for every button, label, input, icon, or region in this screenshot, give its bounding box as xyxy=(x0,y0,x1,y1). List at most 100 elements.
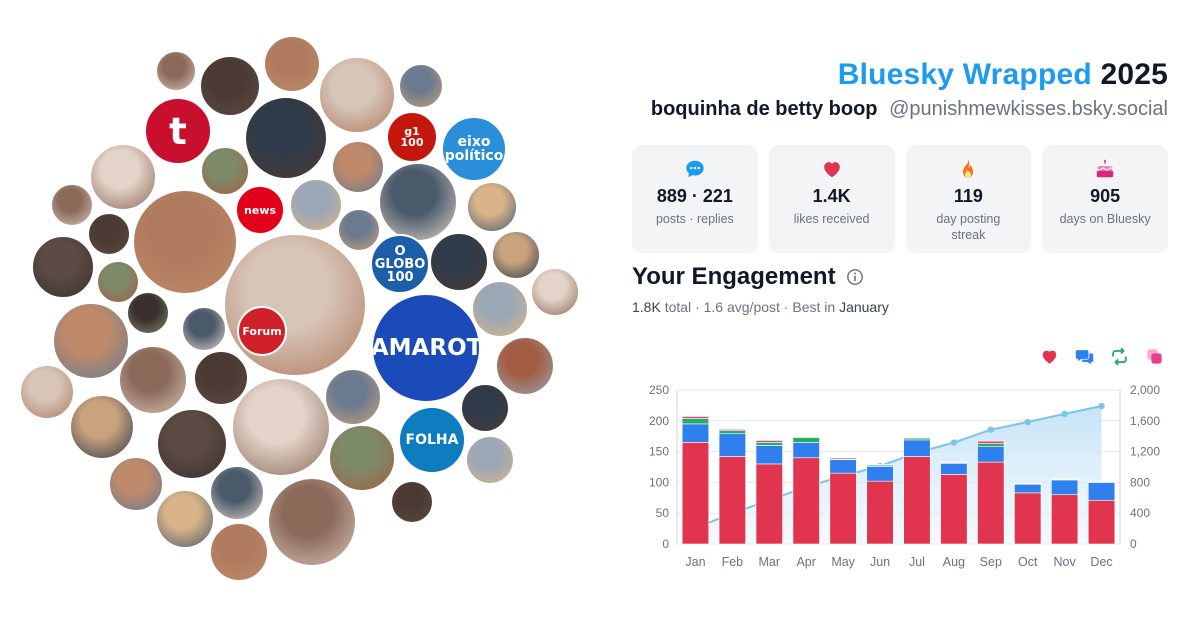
avatar[interactable] xyxy=(465,435,515,485)
bar-reposts xyxy=(681,418,710,425)
repost-icon[interactable] xyxy=(1110,347,1129,366)
avatar[interactable] xyxy=(460,383,510,433)
avatar[interactable] xyxy=(491,230,541,280)
stat-label: posts · replies xyxy=(655,212,734,226)
brand-avatar[interactable]: O GLOBO 100 xyxy=(370,234,430,294)
avatar[interactable] xyxy=(108,456,164,512)
avatar[interactable] xyxy=(398,63,444,109)
avatar[interactable] xyxy=(231,377,331,477)
bar-quotes xyxy=(940,461,968,463)
avatar-collage: t g1 100 eixo político news O GLOBO 100 Forum… xyxy=(19,35,580,582)
avatar-label: O GLOBO 100 xyxy=(374,243,426,285)
stat-value: 1.4K xyxy=(812,186,851,206)
y-tick-label-right: 800 xyxy=(1130,475,1150,489)
bar-likes xyxy=(866,480,894,545)
cumulative-point xyxy=(1061,410,1068,418)
x-tick-label: Mar xyxy=(759,555,781,569)
avatar[interactable] xyxy=(324,368,382,426)
avatar[interactable] xyxy=(96,260,140,304)
stat-card-days: 905 days on Bluesky xyxy=(1042,145,1168,253)
brand-avatar[interactable]: news xyxy=(235,185,285,235)
bar-replies xyxy=(681,423,710,443)
bar-likes xyxy=(940,474,968,545)
avatar[interactable] xyxy=(155,50,197,92)
avatar[interactable] xyxy=(193,350,249,406)
stat-value: 889 · 221 xyxy=(656,186,733,206)
engagement-summary: 1.8K total · 1.6 avg/post · Best in Janu… xyxy=(632,299,889,315)
avatar[interactable] xyxy=(337,208,381,252)
y-tick-label-left: 50 xyxy=(656,506,670,520)
avatar[interactable] xyxy=(471,280,529,338)
avatar[interactable] xyxy=(69,394,135,460)
bar-replies xyxy=(718,433,746,457)
x-tick-label: Feb xyxy=(722,555,744,569)
avatar[interactable] xyxy=(50,183,94,227)
cake-icon xyxy=(1096,159,1114,178)
brand-avatar[interactable]: t xyxy=(144,97,212,165)
avatar[interactable] xyxy=(328,424,396,492)
avatar[interactable] xyxy=(331,140,385,194)
avatar[interactable] xyxy=(318,56,396,134)
bar-quotes xyxy=(1051,478,1079,480)
avatar[interactable] xyxy=(223,233,367,377)
bar-reposts xyxy=(755,442,783,446)
avatar[interactable] xyxy=(530,267,580,317)
bar-replies xyxy=(940,463,968,475)
avatar[interactable] xyxy=(263,35,321,93)
avatar[interactable] xyxy=(89,143,157,211)
avatar[interactable] xyxy=(52,302,130,380)
bar-replies xyxy=(792,442,820,459)
bar-likes xyxy=(718,456,746,545)
brand-avatar[interactable]: g1 100 xyxy=(386,111,438,163)
year-label: 2025 xyxy=(1100,58,1168,91)
user-handle: @punishmewkisses.bsky.social xyxy=(889,98,1168,120)
x-tick-label: Jun xyxy=(870,555,890,569)
brand-avatar[interactable]: eixo político xyxy=(441,116,507,182)
y-tick-label-left: 0 xyxy=(662,537,669,551)
avatar[interactable] xyxy=(118,345,188,415)
bar-replies xyxy=(903,439,931,457)
avatar[interactable] xyxy=(209,465,265,521)
avatar[interactable] xyxy=(244,96,328,180)
bar-replies xyxy=(755,445,783,465)
brand-avatar[interactable]: FOLHA xyxy=(398,406,466,474)
quote-icon[interactable] xyxy=(1145,347,1164,366)
reply-icon[interactable] xyxy=(1075,347,1094,366)
avatar[interactable] xyxy=(31,235,95,299)
avatar[interactable] xyxy=(87,212,131,256)
avatar[interactable] xyxy=(209,522,269,582)
bar-likes xyxy=(829,472,857,545)
info-icon[interactable] xyxy=(846,268,864,286)
avatar[interactable] xyxy=(495,336,555,396)
brand-avatar[interactable]: CAMAROTE xyxy=(371,293,481,403)
bar-quotes xyxy=(866,464,894,466)
avatar[interactable] xyxy=(200,146,250,196)
avatar[interactable] xyxy=(181,306,227,352)
avatar[interactable] xyxy=(466,181,518,233)
y-tick-label-left: 150 xyxy=(649,445,669,459)
avatar[interactable] xyxy=(267,477,357,567)
avatar-label: Forum xyxy=(242,324,282,338)
bar-quotes xyxy=(903,437,931,439)
avatar[interactable] xyxy=(19,364,75,420)
engagement-chart: 0 0 50 400 100 800 150 1,200 200 1,600 250 2,000 Jan… xyxy=(649,383,1160,569)
flame-icon xyxy=(963,159,974,178)
avatar[interactable] xyxy=(289,178,343,232)
avatar[interactable] xyxy=(378,162,458,242)
avatar[interactable] xyxy=(156,408,228,480)
x-tick-label: Oct xyxy=(1018,555,1038,569)
stat-label: likes received xyxy=(793,212,870,226)
avatar[interactable] xyxy=(429,232,489,292)
stats-row: 889 · 221 posts · replies 1.4K likes rec… xyxy=(632,145,1168,253)
avatar[interactable] xyxy=(155,489,215,549)
bar-quotes xyxy=(681,416,710,419)
avatar[interactable] xyxy=(199,55,261,117)
bar-replies xyxy=(1014,483,1042,494)
heart-icon[interactable] xyxy=(1040,347,1059,366)
avatar[interactable] xyxy=(126,291,170,335)
bar-replies xyxy=(1087,482,1116,501)
avatar[interactable] xyxy=(390,480,434,524)
brand-avatar[interactable]: Forum xyxy=(237,306,287,356)
avatar[interactable] xyxy=(132,189,238,295)
stat-card-posts: 889 · 221 posts · replies xyxy=(632,145,758,253)
